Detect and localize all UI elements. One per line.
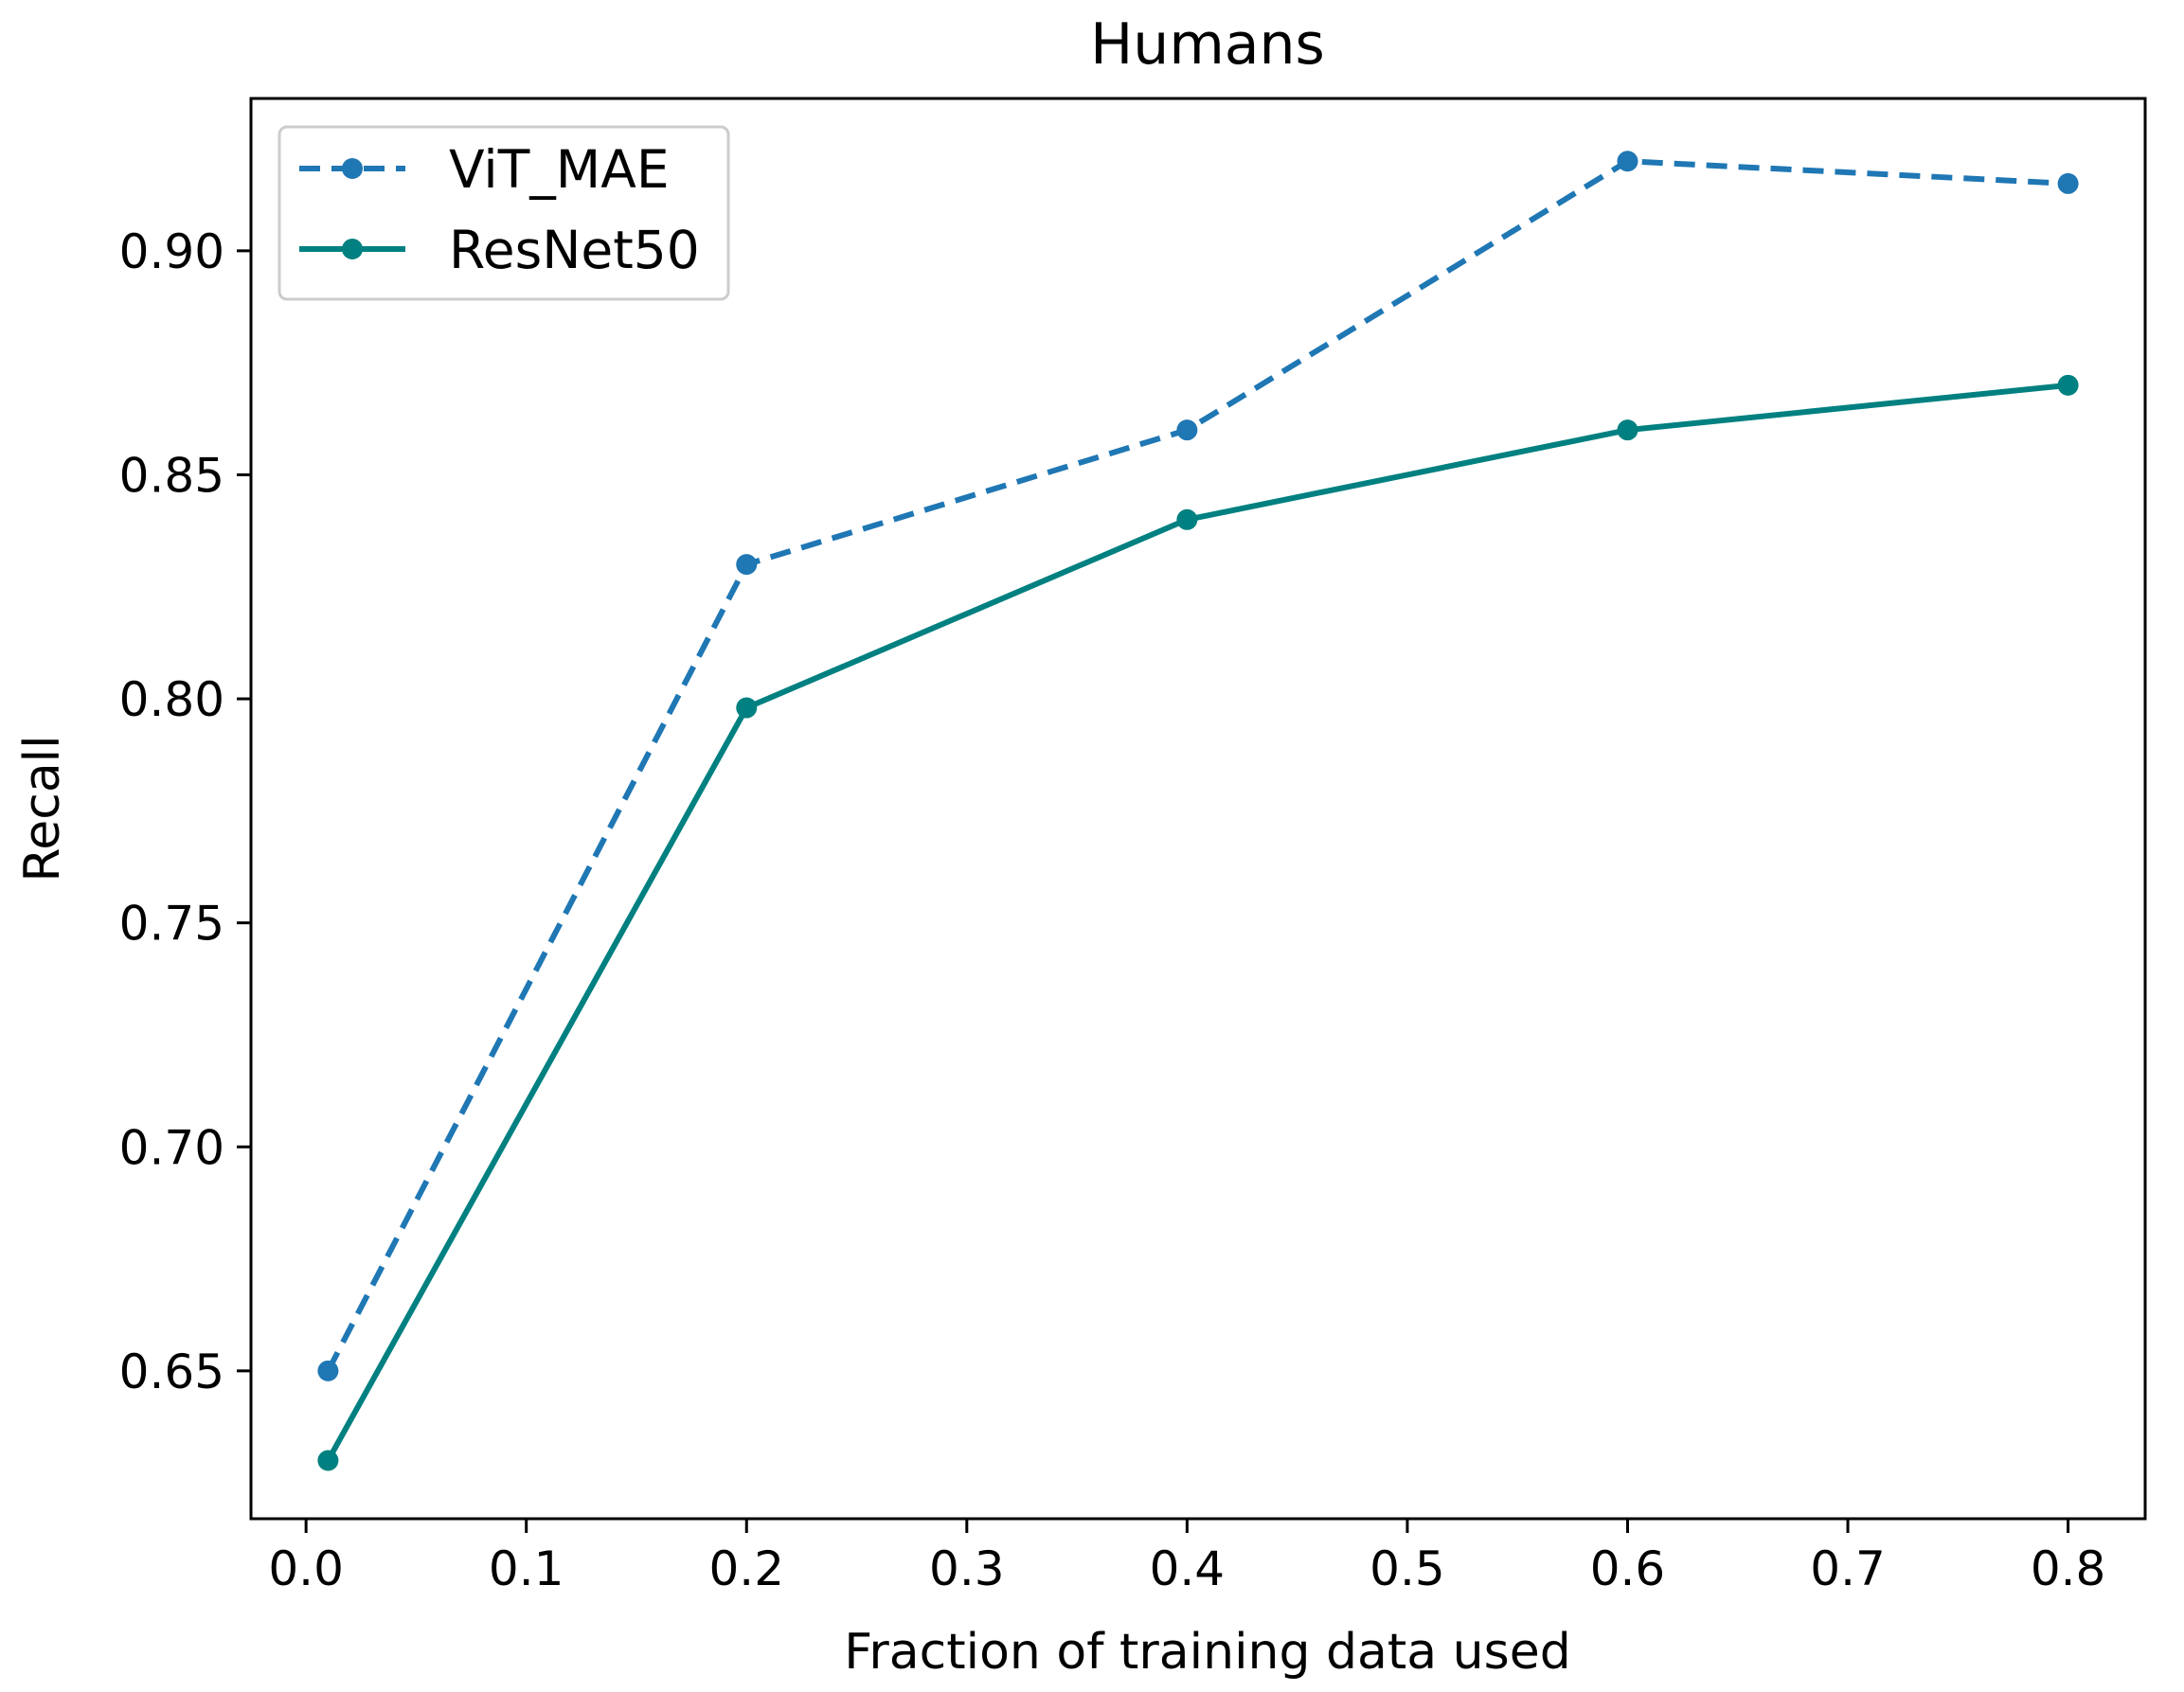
x-tick-label: 0.4 [1150, 1541, 1226, 1596]
x-tick-label: 0.7 [1810, 1541, 1886, 1596]
x-tick-label: 0.1 [489, 1541, 564, 1596]
x-axis-ticks: 0.0 0.1 0.2 0.3 0.4 0.5 0.6 0.7 0.8 [268, 1519, 2105, 1596]
x-tick-label: 0.2 [708, 1541, 784, 1596]
legend-marker-vit_mae [342, 158, 363, 179]
legend-frame [277, 125, 730, 301]
y-tick-label: 0.80 [119, 672, 224, 727]
data-point-resnet50 [1617, 419, 1638, 441]
y-tick-label: 0.90 [119, 224, 224, 279]
y-axis-ticks: 0.65 0.70 0.75 0.80 0.85 0.90 [119, 224, 251, 1399]
data-point-resnet50 [317, 1450, 339, 1471]
plot-area [317, 151, 2079, 1471]
y-tick-label: 0.70 [119, 1120, 224, 1175]
x-axis-label: Fraction of training data used [844, 1624, 1570, 1681]
x-tick-label: 0.6 [1590, 1541, 1666, 1596]
legend-label-resnet50: ResNet50 [449, 220, 700, 280]
data-point-resnet50 [1176, 508, 1198, 530]
legend-label-vit_mae: ViT_MAE [449, 139, 670, 200]
y-tick-label: 0.65 [119, 1345, 224, 1399]
data-point-vit_mae [317, 1360, 339, 1381]
y-tick-label: 0.85 [119, 448, 224, 503]
x-tick-label: 0.3 [929, 1541, 1005, 1596]
data-point-vit_mae [736, 554, 758, 576]
legend-marker-resnet50 [342, 239, 363, 259]
series-line-vit_mae [325, 158, 2068, 1373]
x-tick-label: 0.0 [268, 1541, 344, 1596]
legend: ViT_MAE ResNet50 [277, 125, 730, 301]
data-point-vit_mae [1617, 151, 1638, 172]
data-point-vit_mae [1176, 419, 1198, 441]
series-line-resnet50 [325, 382, 2068, 1462]
data-point-resnet50 [2057, 374, 2079, 396]
data-point-resnet50 [736, 697, 758, 719]
y-tick-label: 0.75 [119, 897, 224, 952]
data-point-vit_mae [2057, 172, 2079, 194]
x-tick-label: 0.5 [1369, 1541, 1445, 1596]
chart-title: Humans [1090, 11, 1325, 78]
axes-frame [249, 97, 2147, 1521]
x-tick-label: 0.8 [2031, 1541, 2106, 1596]
y-axis-label: Recall [14, 735, 71, 882]
